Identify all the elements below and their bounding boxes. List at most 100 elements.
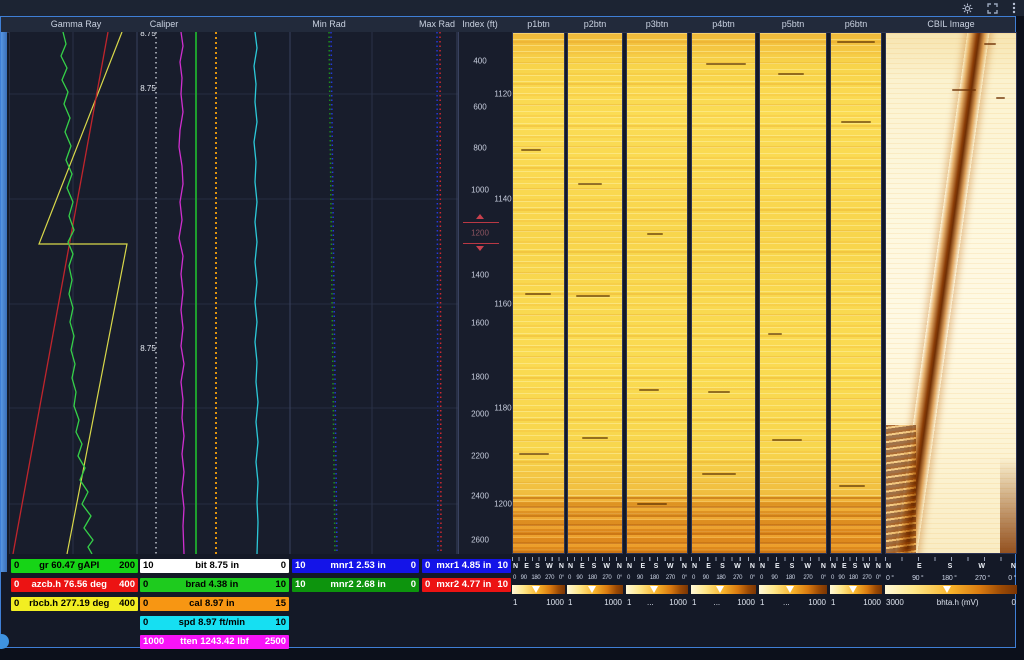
- color-scale-pointer[interactable]: [943, 586, 952, 593]
- degree-label: 90: [838, 575, 845, 581]
- compass-label: E: [640, 563, 646, 570]
- caliper-legend: 10 bit 8.75 in 0 0 brad 4.38 in 10 0 cal…: [140, 559, 289, 654]
- color-scale-pointer[interactable]: [649, 586, 658, 593]
- legend-box[interactable]: 10 mnr2 2.68 in 0: [292, 578, 419, 592]
- track-title-p4btn[interactable]: p4btn: [712, 19, 735, 29]
- degree-label: 270: [545, 575, 555, 581]
- degree-labels: 0 90 180 270 0°: [759, 572, 827, 584]
- legend-label: mxr1 4.85 in: [436, 560, 492, 571]
- legend-min: 0: [14, 560, 20, 571]
- legend-box[interactable]: 0 spd 8.97 ft/min 10: [140, 616, 289, 630]
- index-depth-track[interactable]: 1200 400 600 800 1000 1400 1600 1800 2000 2200 24…: [458, 32, 513, 554]
- degree-label: 0 °: [886, 574, 894, 582]
- pad-image-track-p6btn[interactable]: [830, 32, 882, 554]
- track-title-min-rad[interactable]: Min Rad: [312, 19, 346, 29]
- degree-labels: 0 90 180 270 0°: [691, 572, 756, 584]
- legend-box[interactable]: 0 mxr2 4.77 in 10: [422, 578, 511, 592]
- pad-image-track-p1btn[interactable]: [512, 32, 565, 554]
- scale-min: 1: [627, 597, 632, 607]
- color-scale-pointer[interactable]: [716, 586, 725, 593]
- image-artifact: [637, 503, 667, 505]
- scroll-handle[interactable]: [0, 634, 9, 649]
- track-title-cbil-image[interactable]: CBIL Image: [927, 19, 975, 29]
- degree-label: 90: [576, 575, 583, 581]
- pad-image-track-p2btn[interactable]: [567, 32, 623, 554]
- color-scale-pointer[interactable]: [531, 586, 540, 593]
- legend-box[interactable]: 0 gr 60.47 gAPI 200: [11, 559, 138, 573]
- track-title-gamma-ray[interactable]: Gamma Ray: [50, 19, 102, 29]
- legend-box[interactable]: 0 mxr1 4.85 in 10: [422, 559, 511, 573]
- index-left-tick: 2000: [471, 409, 489, 419]
- compass-label: W: [863, 563, 870, 570]
- legend-label: rbcb.h 277.19 deg: [29, 598, 110, 609]
- color-scale-pointer[interactable]: [588, 586, 597, 593]
- index-left-tick: 1800: [471, 372, 489, 382]
- legend-min: 0: [143, 579, 149, 590]
- legend-box[interactable]: 0 azcb.h 76.56 deg 400: [11, 578, 138, 592]
- compass-label: W: [666, 563, 674, 570]
- index-left-tick: 1600: [471, 318, 489, 328]
- scale-max: 1000: [669, 597, 687, 607]
- track-title-caliper[interactable]: Caliper: [149, 19, 179, 29]
- pad-image-track-p4btn[interactable]: [691, 32, 756, 554]
- compass-label: N: [886, 563, 892, 570]
- bit-size-label: 8.75: [140, 84, 156, 93]
- degree-label: 180: [785, 575, 795, 581]
- scale-values: 1 ... 1000: [759, 596, 827, 608]
- legend-box[interactable]: 1000 tten 1243.42 lbf 2500: [140, 635, 289, 649]
- legend-box[interactable]: 0 brad 4.38 in 10: [140, 578, 289, 592]
- gamma-ray-legend: 0 gr 60.47 gAPI 200 0 azcb.h 76.56 deg 4…: [11, 559, 138, 616]
- compass-ticks: [830, 557, 882, 561]
- azcb-curve: [12, 32, 109, 554]
- pad-image-track-p3btn[interactable]: [626, 32, 688, 554]
- legend-box[interactable]: 0 rbcb.h 277.19 deg 400: [11, 597, 138, 611]
- scale-min: 1: [760, 597, 765, 607]
- color-scale-bar: [830, 585, 882, 594]
- degree-label: 0°: [681, 575, 687, 581]
- scale-mid: ...: [646, 597, 654, 607]
- curve-tracks-canvas[interactable]: 8.75 8.75 8.75: [9, 32, 458, 554]
- depth-marker-down-arrow[interactable]: [476, 246, 484, 251]
- legend-box[interactable]: 0 cal 8.97 in 15: [140, 597, 289, 611]
- degree-label: 0°: [558, 575, 564, 581]
- cbil-image-track[interactable]: [885, 32, 1017, 554]
- depth-marker-up-arrow[interactable]: [476, 214, 484, 219]
- left-scrollbar[interactable]: [1, 32, 7, 572]
- index-right-tick: 1140: [494, 194, 512, 204]
- track-title-max-rad[interactable]: Max Rad: [418, 19, 456, 29]
- depth-marker-value: 1200: [471, 228, 489, 238]
- compass-ticks: [691, 557, 756, 561]
- legend-max: 15: [275, 598, 286, 609]
- track-title-p3btn[interactable]: p3btn: [645, 19, 669, 29]
- legend-min: 0: [143, 598, 149, 609]
- legend-max: 10: [497, 579, 508, 590]
- track-title-p1btn[interactable]: p1btn: [527, 19, 550, 29]
- track-title-p2btn[interactable]: p2btn: [583, 19, 607, 29]
- plot-area[interactable]: 8.75 8.75 8.75 1200 400 600 800 1000 1400 160…: [1, 32, 1017, 554]
- color-scale-pointer[interactable]: [849, 586, 858, 593]
- legend-label: mnr2 2.68 in: [330, 579, 386, 590]
- legend-box[interactable]: 10 bit 8.75 in 0: [140, 559, 289, 573]
- index-right-tick: 1120: [494, 89, 512, 99]
- legend-min: 10: [295, 560, 306, 571]
- fullscreen-icon[interactable]: [987, 2, 998, 14]
- track-title-p5btn[interactable]: p5btn: [781, 19, 805, 29]
- degree-label: 0: [692, 575, 696, 581]
- compass-ticks: [759, 557, 827, 561]
- index-right-tick: 1200: [494, 499, 512, 509]
- color-scale-pointer[interactable]: [785, 586, 794, 593]
- legend-box[interactable]: 10 mnr1 2.53 in 0: [292, 559, 419, 573]
- spd-curve: [253, 32, 259, 554]
- pad-image-track-p5btn[interactable]: [759, 32, 827, 554]
- settings-icon[interactable]: [962, 3, 973, 14]
- degree-label: 270: [602, 575, 612, 581]
- legend-label: bit 8.75 in: [195, 560, 240, 571]
- track-title-index[interactable]: Index (ft): [462, 19, 498, 29]
- more-options-icon[interactable]: [1012, 2, 1016, 14]
- track-title-p6btn[interactable]: p6btn: [844, 19, 868, 29]
- legend-max: 10: [497, 560, 508, 571]
- image-artifact: [519, 453, 549, 455]
